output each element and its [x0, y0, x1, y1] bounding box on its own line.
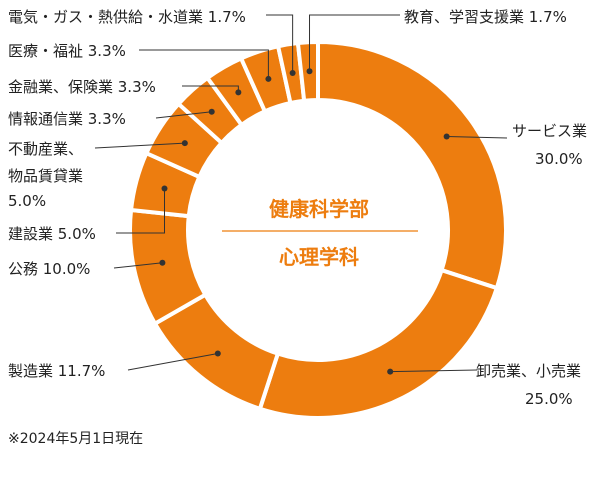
leader-line-1 [390, 369, 478, 373]
slice-label-2-line-0: 製造業 11.7% [8, 362, 105, 380]
slice-label-0-line-1: 30.0% [535, 150, 583, 168]
slice-0 [316, 39, 508, 291]
slice-label-0-line-0: サービス業 [512, 122, 587, 140]
slice-label-5-line-2: 5.0% [8, 192, 46, 210]
footnote-date: ※2024年5月1日現在 [8, 431, 144, 447]
center-title-department: 心理学科 [279, 245, 359, 269]
leader-dot-3 [159, 259, 166, 266]
slice-label-1-line-1: 25.0% [525, 390, 573, 408]
slice-label-7-line-0: 金融業、保険業 3.3% [8, 78, 156, 96]
leader-dot-0 [443, 133, 450, 140]
leader-dot-5 [181, 140, 188, 147]
slice-label-1-line-0: 卸売業、小売業 [476, 362, 581, 380]
leader-line-8 [139, 49, 269, 79]
slice-label-6-line-0: 情報通信業 3.3% [8, 110, 126, 128]
leader-dot-8 [265, 75, 272, 82]
leader-dot-9 [289, 70, 296, 77]
leader-dot-2 [214, 350, 221, 357]
center-title-faculty: 健康科学部 [269, 197, 369, 221]
leader-dot-4 [161, 185, 168, 192]
leader-line-5 [94, 142, 185, 149]
slice-label-9-line-0: 電気・ガス・熱供給・水道業 1.7% [8, 8, 246, 26]
leader-line-2 [127, 352, 218, 371]
slice-label-5-line-0: 不動産業、 [8, 140, 83, 158]
leader-dot-10 [306, 68, 313, 75]
leader-line-0 [446, 136, 508, 139]
leader-dot-7 [235, 89, 242, 96]
leader-line-10 [309, 14, 400, 72]
leader-line-6 [155, 111, 212, 119]
leader-line-9 [266, 14, 294, 74]
slice-label-4-line-0: 建設業 5.0% [8, 225, 96, 243]
leader-line-3 [113, 262, 163, 269]
leader-line-4 [116, 188, 166, 234]
leader-dot-1 [387, 368, 394, 375]
slice-label-10-line-0: 教育、学習支援業 1.7% [404, 8, 567, 26]
slice-1 [257, 267, 500, 420]
leader-dot-6 [208, 108, 215, 115]
slice-label-8-line-0: 医療・福祉 3.3% [8, 42, 126, 60]
slice-label-3-line-0: 公務 10.0% [8, 260, 90, 278]
slice-label-5-line-1: 物品賃貸業 [8, 167, 83, 185]
